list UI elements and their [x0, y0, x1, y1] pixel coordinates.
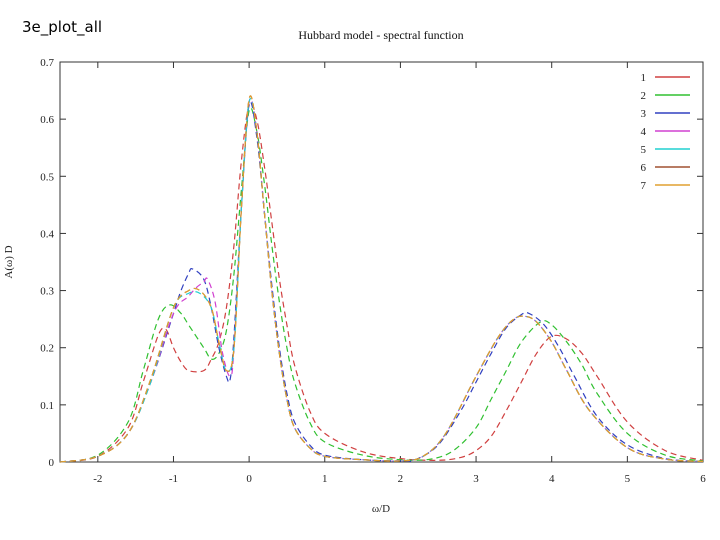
series-line-4 — [59, 98, 704, 463]
x-tick-label: 4 — [549, 473, 555, 485]
series-lines — [59, 95, 704, 463]
plot-frame — [59, 61, 704, 463]
legend-label: 7 — [641, 180, 647, 192]
y-tick-label: 0.1 — [40, 400, 54, 412]
x-tick-label: 0 — [246, 473, 252, 485]
axis-ticks: -2 -1 0 1 2 3 4 5 6 0 0.1 0.2 0.3 0.4 0.5 0.6 0.7 — [40, 57, 706, 485]
y-tick-label: 0.7 — [40, 57, 54, 69]
x-tick-label: 5 — [625, 473, 631, 485]
legend-label: 2 — [641, 90, 647, 102]
y-tick-label: 0.2 — [40, 343, 54, 355]
series-line-2 — [59, 107, 704, 463]
x-tick-label: 6 — [700, 473, 706, 485]
legend-label: 3 — [641, 108, 647, 120]
series-line-5 — [59, 98, 704, 463]
series-line-3 — [59, 101, 704, 463]
legend-label: 6 — [641, 162, 647, 174]
x-tick-label: 2 — [398, 473, 404, 485]
x-tick-label: 1 — [322, 473, 328, 485]
x-tick-label: 3 — [473, 473, 479, 485]
y-tick-label: 0.3 — [40, 286, 54, 298]
x-tick-label: -2 — [93, 473, 102, 485]
series-line-7 — [59, 95, 704, 463]
series-line-1 — [59, 102, 704, 463]
y-axis-label: A(ω) D — [3, 245, 15, 278]
legend-label: 1 — [641, 72, 647, 84]
y-tick-label: 0.4 — [40, 228, 54, 240]
chart-title: Hubbard model - spectral function — [298, 28, 463, 42]
x-tick-label: -1 — [169, 473, 178, 485]
legend-label: 5 — [641, 144, 647, 156]
x-axis-label: ω/D — [372, 503, 390, 515]
legend: 1 2 3 4 5 6 7 — [641, 72, 690, 192]
legend-label: 4 — [641, 126, 647, 138]
series-line-6 — [59, 95, 704, 463]
y-tick-label: 0.6 — [40, 114, 54, 126]
y-tick-label: 0.5 — [40, 171, 54, 183]
slide-title: 3e_plot_all — [22, 18, 103, 36]
y-tick-label: 0 — [49, 457, 55, 469]
